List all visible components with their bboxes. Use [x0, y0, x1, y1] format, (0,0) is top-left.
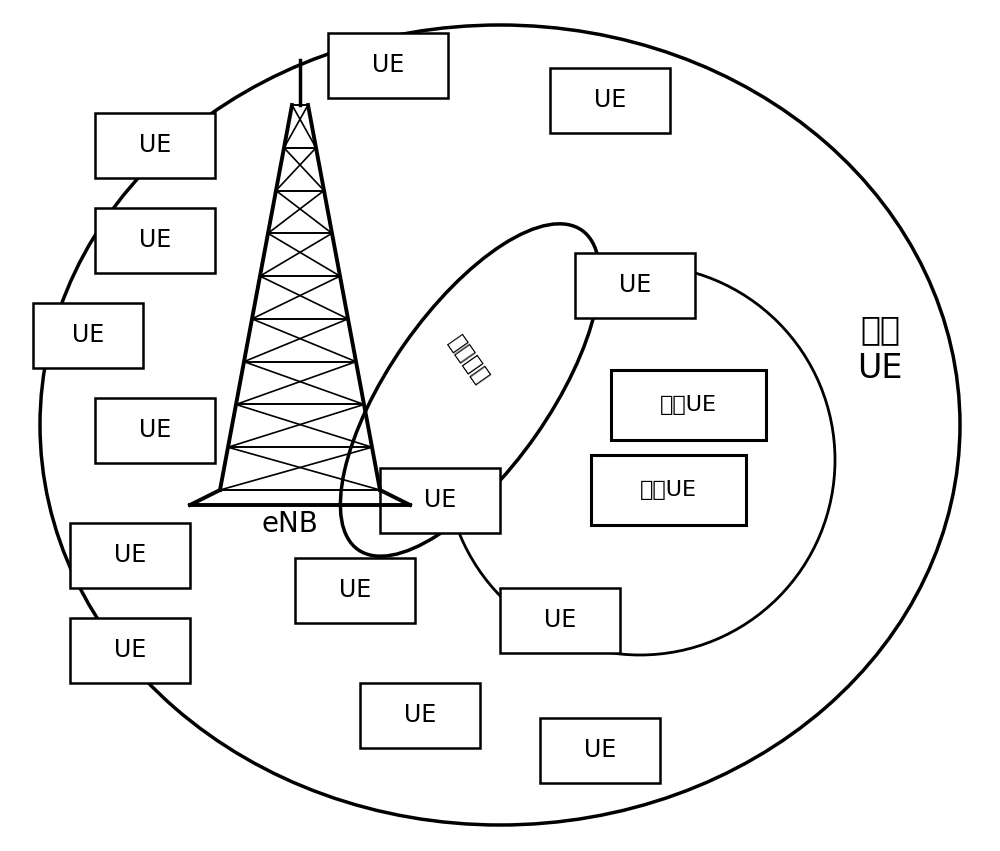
Ellipse shape — [340, 224, 600, 557]
Text: UE: UE — [114, 543, 146, 567]
Bar — [540, 717, 660, 783]
Text: UE: UE — [339, 578, 371, 602]
Text: UE: UE — [114, 638, 146, 662]
Bar — [360, 683, 480, 747]
Text: UE: UE — [404, 703, 436, 727]
Bar — [500, 587, 620, 653]
Text: UE: UE — [619, 273, 651, 297]
Text: UE: UE — [424, 488, 456, 512]
Bar — [95, 397, 215, 462]
Text: UE: UE — [139, 418, 171, 442]
Text: UE: UE — [372, 53, 404, 77]
Bar — [610, 370, 766, 440]
Bar — [295, 557, 415, 622]
Bar — [95, 208, 215, 272]
Text: UE: UE — [139, 133, 171, 157]
Bar — [70, 618, 190, 683]
Bar — [590, 455, 746, 525]
Bar — [380, 467, 500, 533]
Text: UE: UE — [139, 228, 171, 252]
Text: UE: UE — [544, 608, 576, 632]
Text: 受益: 受益 — [860, 313, 900, 346]
Text: eNB: eNB — [262, 510, 318, 538]
Text: UE: UE — [594, 88, 626, 112]
Text: UE: UE — [72, 323, 104, 347]
Text: 第一链路: 第一链路 — [444, 333, 492, 388]
Text: 协作UE: 协作UE — [640, 480, 696, 500]
Text: UE: UE — [584, 738, 616, 762]
Bar — [550, 67, 670, 133]
Bar — [33, 302, 143, 368]
Bar — [328, 32, 448, 98]
Bar — [575, 253, 695, 317]
Bar — [95, 112, 215, 178]
Bar — [70, 523, 190, 587]
Text: UE: UE — [857, 351, 903, 385]
Text: 受益UE: 受益UE — [660, 395, 716, 415]
